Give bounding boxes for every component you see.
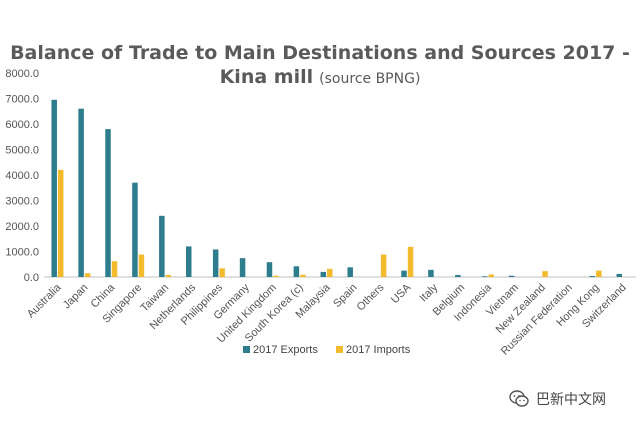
export-bar-14 — [428, 269, 434, 277]
watermark-text: 巴新中文网 — [536, 391, 606, 407]
import-bar-18 — [542, 271, 548, 277]
import-bar-9 — [300, 274, 306, 277]
x-axis: AustraliaJapanChinaSingaporeTaiwanNether… — [25, 281, 629, 358]
export-bar-7 — [239, 258, 246, 277]
x-tick-label: Australia — [25, 281, 64, 320]
export-bar-20 — [589, 275, 596, 277]
bars — [51, 99, 623, 278]
export-bar-21 — [616, 273, 623, 277]
export-bar-17 — [508, 275, 515, 277]
legend-swatch — [336, 346, 343, 353]
import-bar-6 — [219, 268, 225, 277]
y-tick-label: 2000.0 — [5, 221, 39, 233]
import-bar-3 — [138, 254, 145, 277]
y-tick-label: 3000.0 — [5, 196, 39, 208]
y-tick-label: 6000.0 — [5, 119, 39, 131]
import-bar-4 — [165, 274, 172, 277]
x-tick-label: Japan — [61, 282, 91, 312]
import-bar-13 — [407, 246, 414, 277]
legend-label: 2017 Imports — [346, 344, 411, 356]
import-bar-1 — [84, 273, 91, 277]
export-bar-13 — [401, 270, 407, 277]
legend-label: 2017 Exports — [253, 344, 318, 356]
chart-subtitle-main: Kina mill — [219, 66, 314, 88]
import-bar-12 — [380, 254, 387, 277]
export-bar-15 — [455, 274, 461, 277]
import-bar-0 — [57, 169, 64, 277]
y-tick-label: 5000.0 — [5, 145, 39, 157]
y-tick-label: 7000.0 — [5, 94, 39, 106]
import-bar-20 — [596, 270, 602, 277]
export-bar-16 — [482, 276, 488, 277]
x-tick-label: Others — [355, 281, 387, 313]
y-tick-label: 8000.0 — [5, 68, 39, 80]
import-bar-2 — [111, 261, 118, 277]
wechat-logo-icon — [509, 390, 529, 407]
export-bar-8 — [266, 262, 273, 277]
y-axis: 0.0 1000.0 2000.0 3000.0 4000.0 5000.0 6000.0 7… — [5, 68, 39, 284]
export-bar-1 — [78, 108, 84, 277]
export-bar-4 — [159, 215, 165, 277]
export-bar-6 — [212, 249, 219, 277]
chart-subtitle: Kina mill (source BPNG) — [0, 66, 640, 88]
export-bar-9 — [293, 266, 300, 277]
x-tick-label: USA — [389, 281, 414, 306]
export-bar-0 — [51, 99, 57, 278]
chart-title: Balance of Trade to Main Destinations an… — [10, 42, 630, 64]
export-bar-5 — [186, 246, 192, 277]
y-tick-label: 1000.0 — [5, 247, 39, 259]
export-bar-10 — [320, 271, 327, 277]
y-tick-label: 0.0 — [24, 272, 39, 284]
y-tick-label: 4000.0 — [5, 170, 39, 182]
import-bar-10 — [327, 268, 333, 277]
export-bar-3 — [132, 182, 138, 277]
legend: 2017 Exports 2017 Imports — [243, 344, 411, 356]
watermark: 巴新中文网 — [508, 388, 606, 410]
export-bar-2 — [105, 129, 111, 277]
import-bar-16 — [488, 274, 494, 277]
x-tick-label: Italy — [418, 281, 441, 304]
import-bar-8 — [273, 275, 279, 277]
chart-subtitle-note: (source BPNG) — [319, 71, 421, 87]
export-bar-11 — [347, 267, 353, 277]
legend-swatch — [243, 346, 250, 353]
